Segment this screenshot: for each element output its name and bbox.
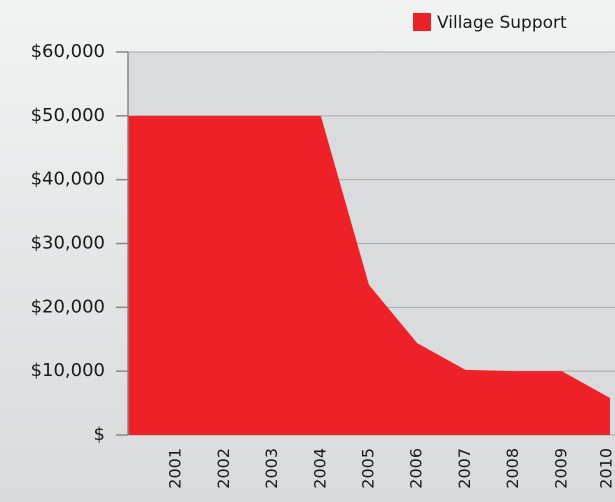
x-tick-label: 2010	[597, 448, 615, 489]
y-tick-label: $	[94, 424, 105, 445]
x-tick-label: 2005	[359, 448, 378, 489]
x-tick-label: 2009	[551, 448, 570, 489]
x-tick-label: 2001	[166, 448, 185, 489]
y-tick-label: $10,000	[31, 360, 105, 381]
y-tick-label: $50,000	[31, 105, 105, 126]
x-tick-label: 2003	[262, 448, 281, 489]
x-tick-label: 2006	[407, 448, 426, 489]
y-tick-label: $30,000	[31, 233, 105, 254]
y-tick-label: $20,000	[31, 296, 105, 317]
area	[128, 115, 610, 435]
x-tick-label: 2008	[503, 448, 522, 489]
x-tick-label: 2007	[455, 448, 474, 489]
legend-label: Village Support	[437, 13, 567, 33]
y-tick-label: $60,000	[31, 41, 105, 62]
x-tick-label: 2002	[214, 448, 233, 489]
x-tick-label: 2004	[310, 448, 329, 489]
y-tick-label: $40,000	[31, 169, 105, 190]
legend-swatch	[413, 13, 431, 31]
